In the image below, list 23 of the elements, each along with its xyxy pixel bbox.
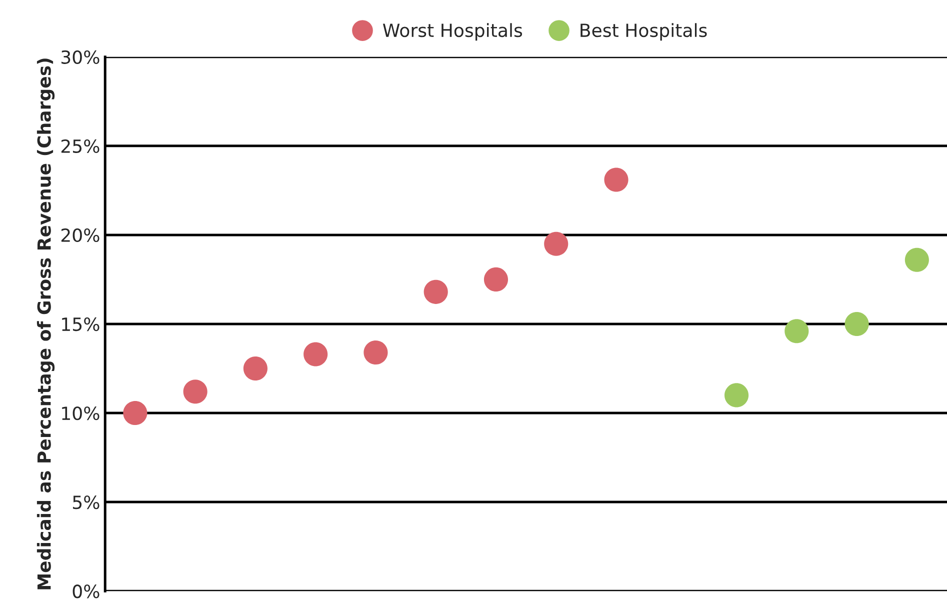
y-tick-label: 10% — [62, 406, 100, 420]
point — [183, 380, 208, 404]
point — [784, 319, 809, 344]
y-tick-label: 25% — [61, 139, 100, 154]
point — [304, 342, 328, 366]
y-tick-label: 30% — [62, 50, 100, 64]
legend-label: Best Hospitals — [580, 23, 707, 41]
legend-label: Worst Hospitals — [382, 23, 522, 41]
point — [364, 340, 388, 364]
point — [844, 312, 869, 336]
y-tick-label: 5% — [73, 496, 100, 510]
y-tick-label: 20% — [61, 228, 100, 242]
y-tick-label: 15% — [62, 317, 100, 332]
point — [484, 267, 508, 292]
y-axis-title: Medicaid as Percentage of Gross Revenue (Charges) — [36, 58, 55, 590]
point — [604, 168, 628, 192]
point — [904, 248, 929, 272]
point — [243, 356, 268, 381]
point — [724, 383, 749, 408]
point — [123, 400, 148, 426]
point — [424, 280, 448, 304]
point — [544, 232, 568, 256]
y-tick-label: 0% — [72, 584, 100, 598]
